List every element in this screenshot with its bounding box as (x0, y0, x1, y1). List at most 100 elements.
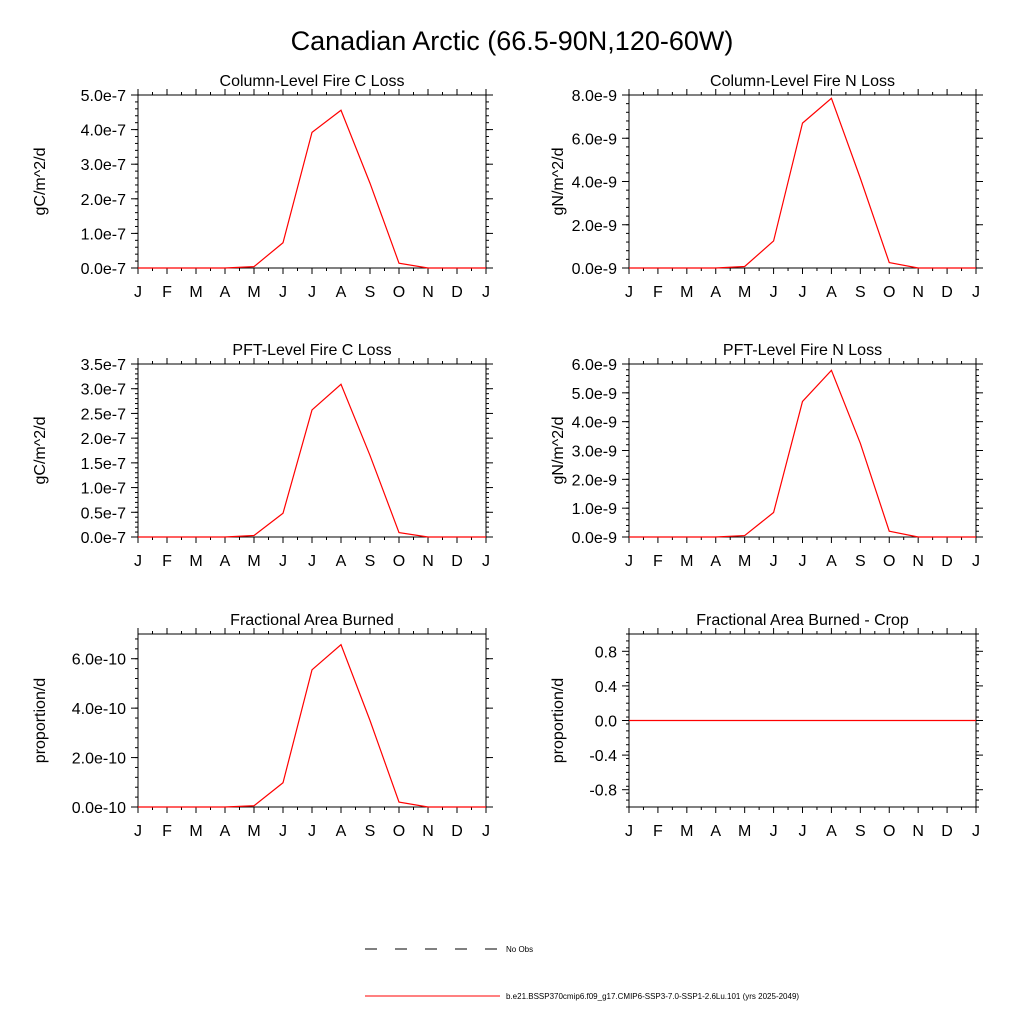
x-tick-label: S (365, 823, 376, 840)
x-tick-label: F (653, 284, 663, 301)
y-axis-label: gN/m^2/d (550, 417, 567, 485)
x-tick-label: A (336, 284, 347, 301)
y-axis-label: gN/m^2/d (550, 148, 567, 216)
y-tick-label: 2.0e-9 (572, 218, 617, 235)
plot-frame (137, 633, 487, 808)
x-tick-label: J (799, 823, 807, 840)
x-tick-label: J (972, 553, 980, 570)
x-tick-label: S (855, 823, 866, 840)
x-tick-label: J (972, 284, 980, 301)
y-tick-label: 0.0e-10 (72, 800, 126, 817)
x-tick-label: D (451, 284, 463, 301)
series-line (138, 383, 486, 538)
plot-frame (628, 94, 977, 269)
y-tick-label: 0.0e-9 (572, 261, 617, 278)
x-tick-label: A (710, 284, 721, 301)
x-tick-label: J (482, 553, 490, 570)
x-tick-label: J (279, 284, 287, 301)
y-tick-label: 0.0e-7 (81, 530, 126, 547)
y-tick-label: 0.8 (595, 644, 617, 661)
x-tick-label: S (365, 553, 376, 570)
x-tick-label: J (799, 284, 807, 301)
x-tick-label: O (883, 553, 895, 570)
y-tick-label: 3.5e-7 (81, 357, 126, 374)
x-tick-label: F (162, 553, 172, 570)
y-tick-label: 0.0e-7 (81, 261, 126, 278)
y-tick-label: 6.0e-10 (72, 652, 126, 669)
x-tick-label: J (972, 823, 980, 840)
plot-frame (628, 363, 977, 538)
x-tick-label: M (738, 284, 751, 301)
y-tick-label: 3.0e-7 (81, 157, 126, 174)
x-tick-label: J (279, 553, 287, 570)
x-tick-label: J (625, 284, 633, 301)
x-tick-label: A (826, 823, 837, 840)
y-tick-label: 2.0e-9 (572, 472, 617, 489)
chart-title: PFT-Level Fire N Loss (723, 342, 882, 359)
x-tick-label: J (134, 284, 142, 301)
series-line (629, 369, 976, 538)
x-tick-label: N (422, 284, 434, 301)
x-tick-label: O (393, 553, 405, 570)
x-tick-label: J (770, 823, 778, 840)
y-tick-label: 2.0e-10 (72, 751, 126, 768)
y-tick-label: 3.0e-7 (81, 382, 126, 399)
x-tick-label: J (770, 284, 778, 301)
y-tick-label: 0.0 (595, 714, 617, 731)
chart-title: Column-Level Fire C Loss (220, 73, 405, 90)
x-tick-label: M (189, 284, 202, 301)
y-tick-label: 3.0e-9 (572, 444, 617, 461)
series-line (138, 109, 486, 269)
x-tick-label: M (247, 284, 260, 301)
x-tick-label: J (308, 823, 316, 840)
x-tick-label: N (912, 823, 924, 840)
x-tick-label: F (653, 823, 663, 840)
x-tick-label: O (883, 823, 895, 840)
plot-frame (137, 94, 487, 269)
legend: No Obs b.e21.BSSP370cmip6.f09_g17.CMIP6-… (365, 945, 799, 1001)
x-tick-label: A (336, 553, 347, 570)
x-tick-label: O (393, 823, 405, 840)
y-axis-label: proportion/d (32, 678, 49, 763)
x-tick-label: A (826, 284, 837, 301)
chart-panel: Fractional Area Burned - Crop proportion/… (550, 612, 983, 840)
x-tick-label: J (308, 553, 316, 570)
y-tick-label: 2.0e-7 (81, 431, 126, 448)
y-tick-label: 8.0e-9 (572, 88, 617, 105)
x-tick-label: O (393, 284, 405, 301)
x-tick-label: A (220, 284, 231, 301)
x-tick-label: J (482, 284, 490, 301)
x-tick-label: M (738, 823, 751, 840)
x-tick-label: J (279, 823, 287, 840)
chart-title: PFT-Level Fire C Loss (232, 342, 391, 359)
y-tick-label: 4.0e-7 (81, 123, 126, 140)
y-tick-label: 1.5e-7 (81, 456, 126, 473)
x-tick-label: N (912, 284, 924, 301)
x-tick-label: A (220, 553, 231, 570)
y-tick-label: 0.0e-9 (572, 530, 617, 547)
y-tick-label: 2.5e-7 (81, 406, 126, 423)
x-tick-label: M (738, 553, 751, 570)
x-tick-label: F (653, 553, 663, 570)
chart-title: Column-Level Fire N Loss (710, 73, 895, 90)
x-tick-label: J (799, 553, 807, 570)
y-tick-label: 6.0e-9 (572, 357, 617, 374)
y-tick-label: 4.0e-9 (572, 415, 617, 432)
y-tick-label: 5.0e-9 (572, 386, 617, 403)
x-tick-label: J (134, 823, 142, 840)
x-tick-label: A (710, 553, 721, 570)
x-tick-label: J (482, 823, 490, 840)
y-tick-label: 1.0e-7 (81, 226, 126, 243)
plot-frame (137, 363, 487, 538)
x-tick-label: M (247, 553, 260, 570)
x-tick-label: D (941, 823, 953, 840)
x-tick-label: M (189, 823, 202, 840)
x-tick-label: D (941, 284, 953, 301)
y-tick-label: 4.0e-10 (72, 701, 126, 718)
